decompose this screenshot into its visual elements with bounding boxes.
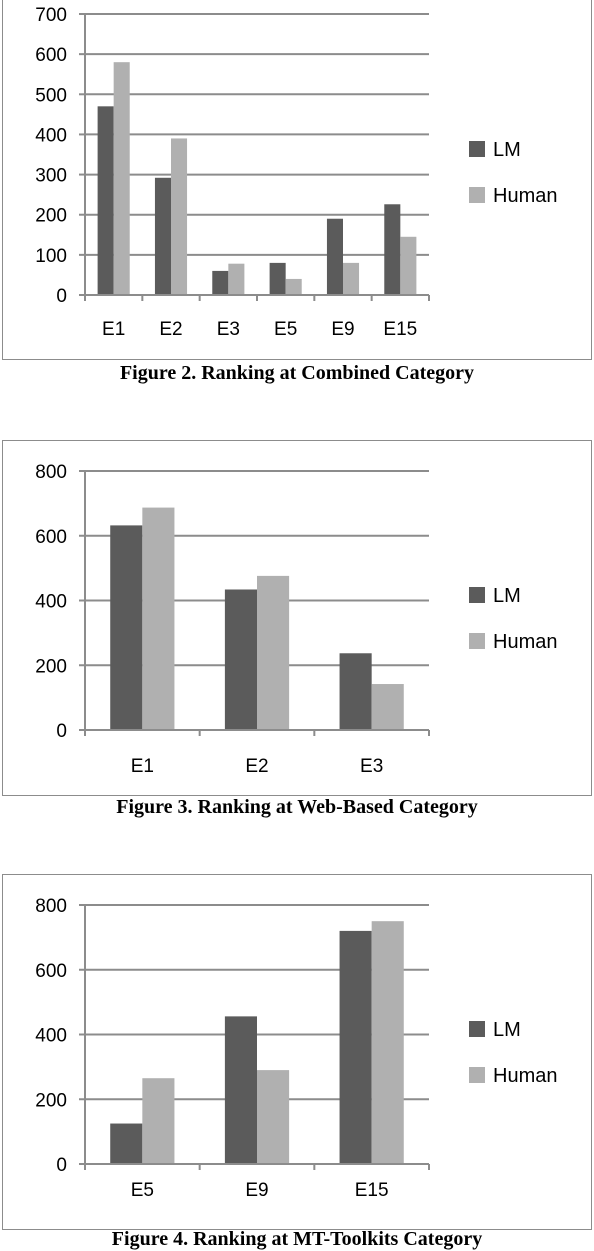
y-tick-label: 800 <box>35 896 67 917</box>
bar-lm-e2 <box>224 589 257 730</box>
x-tick-label: E15 <box>383 319 417 340</box>
legend-label-human: Human <box>493 631 557 653</box>
x-tick-label: E2 <box>159 319 182 340</box>
legend-label-lm: LM <box>493 139 521 161</box>
bar-human-e5 <box>142 1078 175 1164</box>
bar-lm-e9 <box>326 218 343 295</box>
chart-combined: 0 100 200 300 400 500 600 700 E1 E2 E3 E5 E9 E15 LM Hum… <box>2 0 592 360</box>
bar-human-e1 <box>113 62 130 295</box>
legend-swatch-lm <box>469 587 485 603</box>
x-tick-label: E1 <box>131 756 154 777</box>
x-tick-label: E3 <box>217 319 240 340</box>
bar-human-e3 <box>371 684 404 730</box>
y-tick-label: 400 <box>35 1026 67 1047</box>
y-tick-label: 400 <box>35 592 67 613</box>
bar-human-e1 <box>142 507 175 730</box>
bar-human-e5 <box>285 278 302 295</box>
y-tick-label: 200 <box>35 656 67 677</box>
bar-lm-e9 <box>224 1016 257 1164</box>
bar-lm-e15 <box>384 204 401 295</box>
legend-label-lm: LM <box>493 1019 521 1041</box>
bar-lm-e5 <box>110 1123 143 1164</box>
legend-swatch-human <box>469 633 485 649</box>
x-tick-label: E1 <box>102 319 125 340</box>
caption-figure-4: Figure 4. Ranking at MT-Toolkits Categor… <box>111 1228 483 1250</box>
x-tick-label: E3 <box>360 756 383 777</box>
x-tick-label: E9 <box>245 1180 268 1201</box>
legend-label-human: Human <box>493 185 557 207</box>
bar-human-e2 <box>257 575 290 730</box>
bar-human-e3 <box>228 263 245 295</box>
y-tick-label: 100 <box>35 246 67 267</box>
legend-swatch-human <box>469 187 485 203</box>
chart-combined-svg: 0 100 200 300 400 500 600 700 E1 E2 E3 E5 E9 E15 LM Hum… <box>35 5 557 340</box>
y-tick-label: 600 <box>35 527 67 548</box>
bar-human-e15 <box>400 236 417 295</box>
y-tick-label: 600 <box>35 45 67 66</box>
caption-figure-2: Figure 2. Ranking at Combined Category <box>119 362 475 384</box>
bar-lm-e1 <box>110 525 143 730</box>
chart-mt-toolkits: 0 200 400 600 800 E5 E9 E15 LM Human <box>2 874 592 1230</box>
chart-web-based: 0 200 400 600 800 E1 E2 E3 LM Human <box>2 440 592 796</box>
y-tick-label: 200 <box>35 1090 67 1111</box>
bar-lm-e15 <box>339 930 372 1164</box>
y-tick-label: 0 <box>56 1155 67 1176</box>
x-tick-label: E9 <box>331 319 354 340</box>
bar-human-e15 <box>371 921 404 1164</box>
bar-human-e9 <box>257 1070 290 1164</box>
bar-human-e9 <box>343 262 360 295</box>
x-tick-label: E5 <box>131 1180 154 1201</box>
y-tick-label: 400 <box>35 125 67 146</box>
legend-label-human: Human <box>493 1065 557 1087</box>
legend-label-lm: LM <box>493 585 521 607</box>
legend-swatch-lm <box>469 1021 485 1037</box>
x-tick-label: E5 <box>274 319 297 340</box>
bar-lm-e1 <box>97 106 114 295</box>
caption-figure-3: Figure 3. Ranking at Web-Based Category <box>116 796 478 818</box>
y-tick-label: 800 <box>35 462 67 483</box>
x-tick-label: E15 <box>355 1180 389 1201</box>
legend-swatch-lm <box>469 141 485 157</box>
bar-lm-e3 <box>339 653 372 730</box>
bar-lm-e2 <box>154 177 171 295</box>
y-tick-label: 0 <box>56 721 67 742</box>
y-tick-label: 500 <box>35 85 67 106</box>
y-tick-label: 600 <box>35 961 67 982</box>
chart-web-based-svg: 0 200 400 600 800 E1 E2 E3 LM Human <box>35 462 557 777</box>
bar-lm-e3 <box>212 270 229 295</box>
bar-lm-e5 <box>269 262 286 295</box>
y-tick-label: 300 <box>35 166 67 187</box>
y-tick-label: 200 <box>35 206 67 227</box>
y-tick-label: 0 <box>56 286 67 307</box>
bar-human-e2 <box>171 138 188 295</box>
legend-swatch-human <box>469 1067 485 1083</box>
y-tick-label: 700 <box>35 5 67 26</box>
chart-mt-toolkits-svg: 0 200 400 600 800 E5 E9 E15 LM Human <box>35 896 557 1201</box>
x-tick-label: E2 <box>245 756 268 777</box>
